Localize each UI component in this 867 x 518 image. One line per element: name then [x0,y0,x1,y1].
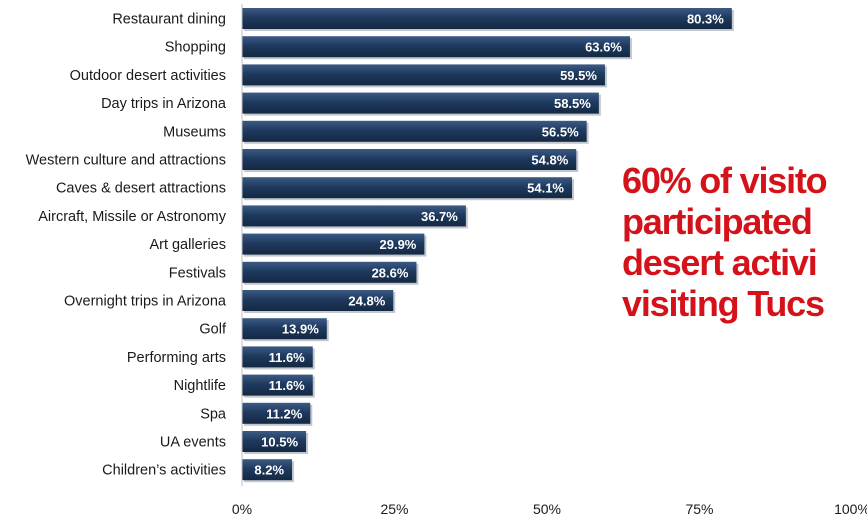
bar [242,8,732,29]
category-label: Outdoor desert activities [70,68,226,84]
value-label: 11.6% [269,350,306,365]
bar [242,205,466,227]
bar [242,402,311,424]
bar [242,318,327,340]
bars-group: Restaurant dining 80.3% Shopping 63.6% Outdo… [26,8,734,483]
bar [242,64,605,86]
callout-text: 60% of visito participated desert activi… [622,160,867,380]
bar [242,120,587,142]
bar [242,261,417,283]
value-label: 59.5% [560,68,597,83]
category-label: Aircraft, Missile or Astronomy [38,209,226,225]
callout-line: desert activi [622,242,818,283]
category-label: Spa [200,406,227,422]
callout-line: visiting Tucs [622,283,825,324]
callout-line: 60% of visito [622,160,828,201]
x-tick-label: 100% [834,501,867,517]
value-label: 24.8% [348,294,385,309]
category-label: Overnight trips in Arizona [64,294,227,310]
category-label: Children’s activities [102,463,226,479]
value-label: 36.7% [421,209,458,224]
category-label: Performing arts [127,350,226,366]
bar [242,149,577,170]
x-axis-ticks: 0% 25% 50% 75% 100% [232,501,867,517]
category-label: Museums [163,124,226,140]
bar [242,36,630,58]
x-tick-label: 0% [232,501,252,517]
callout-line: participated [622,201,813,242]
category-label: Golf [199,322,227,338]
value-label: 13.9% [282,322,319,337]
category-label: Caves & desert attractions [56,181,226,197]
value-label: 11.6% [269,378,306,393]
category-label: Western culture and attractions [26,153,226,169]
value-label: 80.3% [687,12,724,27]
bar [242,431,307,452]
value-label: 54.1% [527,181,564,196]
x-tick-label: 25% [380,501,408,517]
category-label: Restaurant dining [112,12,226,28]
bar [242,374,313,396]
value-label: 8.2% [254,463,284,478]
category-label: Nightlife [174,378,226,394]
value-label: 11.2% [266,406,303,421]
x-tick-label: 50% [533,501,561,517]
category-label: UA events [160,435,226,451]
value-label: 56.5% [542,124,579,139]
bar [242,233,425,255]
category-label: Festivals [169,265,226,281]
value-label: 28.6% [372,265,409,280]
bar [242,346,313,368]
category-label: Day trips in Arizona [101,96,227,112]
x-tick-label: 75% [685,501,713,517]
value-label: 58.5% [554,96,591,111]
value-label: 54.8% [531,153,568,168]
category-label: Shopping [165,40,226,56]
bar [242,92,599,114]
bar [242,177,573,199]
value-label: 63.6% [585,40,622,55]
value-label: 10.5% [261,435,298,450]
bar [242,290,394,311]
bar [242,459,293,481]
value-label: 29.9% [380,237,417,252]
category-label: Art galleries [149,237,226,253]
